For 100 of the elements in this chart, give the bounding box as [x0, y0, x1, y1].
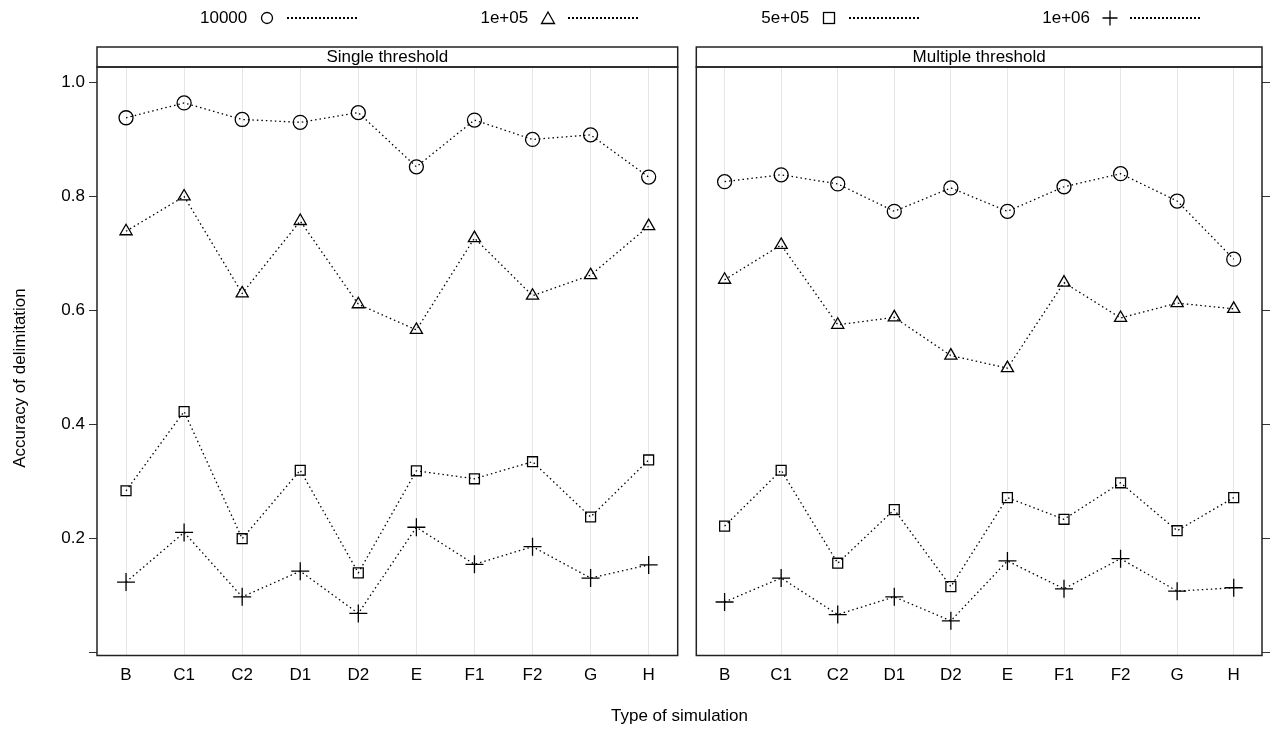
- y-tick-label: 0.2: [61, 528, 85, 548]
- x-tick-label: F2: [1110, 665, 1131, 685]
- point: [580, 568, 601, 588]
- point: [775, 464, 787, 476]
- point: [830, 176, 846, 192]
- point: [771, 568, 791, 588]
- point: [235, 285, 249, 298]
- point: [176, 95, 192, 111]
- point: [1057, 274, 1071, 287]
- point: [174, 522, 194, 543]
- x-tick-label: G: [583, 665, 598, 685]
- x-tick-label: C2: [231, 665, 254, 685]
- point: [522, 537, 543, 557]
- point: [116, 572, 136, 592]
- y-tick-label: 0.8: [61, 186, 85, 206]
- legend-label: 10000: [200, 8, 248, 28]
- point: [1224, 578, 1244, 598]
- point: [583, 267, 598, 280]
- point: [1228, 492, 1240, 504]
- point: [773, 167, 789, 183]
- point: [941, 611, 961, 631]
- point: [1110, 548, 1131, 569]
- point: [832, 557, 844, 569]
- x-tick-label: F1: [1054, 665, 1074, 685]
- point: [1171, 525, 1183, 537]
- point: [643, 454, 655, 466]
- point: [999, 203, 1016, 219]
- x-tick-label: D1: [289, 665, 312, 685]
- point: [1112, 166, 1129, 182]
- point: [1169, 193, 1185, 209]
- x-tick-label: C1: [173, 665, 195, 685]
- point: [997, 551, 1018, 571]
- point: [120, 485, 132, 497]
- point: [468, 473, 481, 485]
- point: [774, 237, 788, 250]
- x-tick-label: B: [120, 665, 132, 685]
- legend-label: 1e+06: [1042, 8, 1090, 28]
- point: [290, 561, 310, 581]
- point: [406, 517, 427, 537]
- point: [350, 104, 366, 121]
- point: [178, 405, 190, 418]
- point: [1056, 179, 1072, 195]
- chart-title: Single threshold: [326, 46, 449, 66]
- point: [582, 127, 599, 143]
- x-tick-label: G: [1170, 665, 1184, 685]
- x-tick-label: C1: [770, 665, 793, 685]
- point: [464, 554, 485, 574]
- point: [409, 322, 424, 335]
- point: [232, 587, 252, 607]
- point: [639, 555, 659, 575]
- point: [352, 567, 364, 579]
- chart-title: Multiple threshold: [912, 46, 1046, 66]
- point: [944, 347, 958, 360]
- y-tick-label: 1.0: [61, 72, 85, 92]
- point: [1001, 492, 1014, 504]
- point: [524, 131, 541, 148]
- point: [641, 218, 656, 231]
- point: [467, 230, 482, 243]
- point: [348, 603, 368, 624]
- point: [466, 112, 483, 128]
- point: [887, 309, 902, 322]
- x-tick-label: D2: [347, 665, 370, 685]
- x-tick-label: C2: [826, 665, 849, 685]
- x-tick-label: D1: [883, 665, 906, 685]
- legend-label: 1e+05: [480, 8, 529, 28]
- point: [1170, 295, 1184, 308]
- point: [1167, 581, 1187, 601]
- x-tick-label: H: [642, 665, 655, 685]
- point: [234, 111, 250, 128]
- point: [717, 272, 732, 284]
- point: [828, 604, 848, 625]
- point: [118, 110, 134, 126]
- y-axis-title: Accuracy of delimitation: [10, 288, 30, 468]
- x-tick-label: D2: [940, 665, 962, 685]
- x-tick-label: F1: [464, 665, 485, 685]
- point: [943, 180, 959, 196]
- point: [1000, 360, 1015, 373]
- point: [1226, 251, 1242, 267]
- x-tick-label: B: [718, 665, 731, 685]
- point: [888, 503, 900, 516]
- point: [351, 296, 366, 309]
- point: [716, 173, 733, 190]
- x-axis-title: Type of simulation: [610, 706, 749, 726]
- point: [831, 317, 845, 329]
- point: [886, 203, 902, 219]
- x-tick-label: E: [410, 665, 423, 685]
- point: [1227, 301, 1241, 313]
- point: [585, 511, 597, 523]
- point: [236, 533, 248, 545]
- legend-label: 5e+05: [761, 8, 810, 28]
- point: [1113, 310, 1128, 323]
- point: [408, 159, 425, 175]
- point: [718, 520, 731, 532]
- point: [884, 587, 904, 607]
- point: [119, 223, 133, 236]
- point: [525, 288, 540, 300]
- point: [177, 188, 191, 201]
- point: [1114, 477, 1127, 489]
- point: [1058, 513, 1070, 525]
- point: [410, 465, 422, 477]
